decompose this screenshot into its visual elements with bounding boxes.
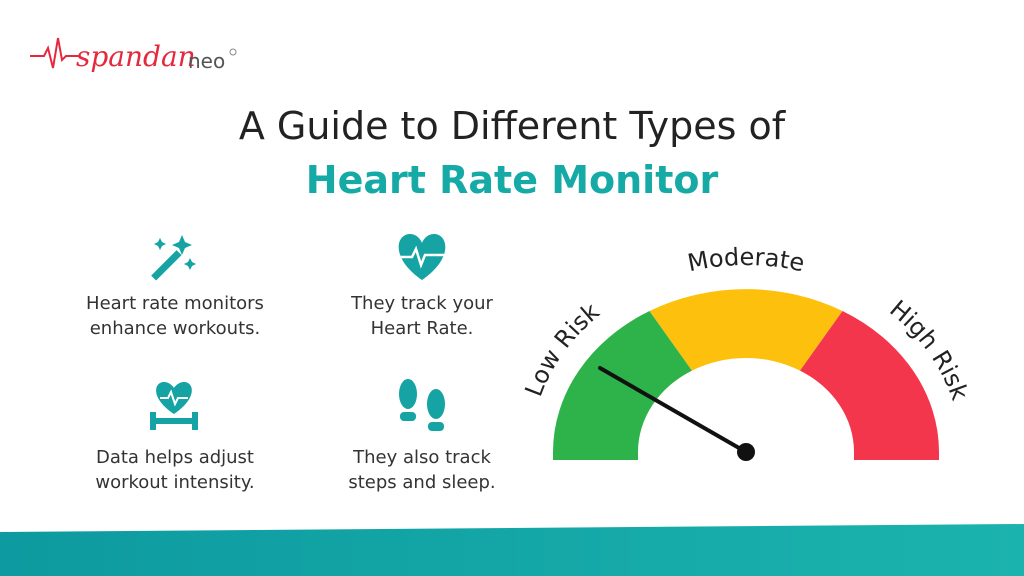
feature-text: They also track [352, 447, 491, 468]
feature-text: Data helps adjust [96, 447, 254, 468]
feature-text: steps and sleep. [348, 472, 495, 493]
gauge-moderate [649, 289, 843, 371]
icon-footsteps [399, 379, 445, 431]
logo-pulse [30, 37, 80, 69]
feature-text: enhance workouts. [90, 318, 261, 339]
icon-heart-dumbbell [150, 382, 198, 430]
logo-brand: spandan [76, 40, 196, 73]
bottom-band [0, 524, 1024, 576]
feature-text: They track your [350, 293, 493, 314]
logo-mark [229, 48, 237, 56]
title-line1: A Guide to Different Types of [239, 104, 787, 148]
feature-text: Heart Rate. [371, 318, 474, 339]
gauge-high [800, 311, 939, 460]
gauge-low [553, 311, 692, 460]
gauge-needle [598, 366, 748, 454]
logo-suffix: neo [188, 49, 225, 73]
feature-text: Heart rate monitors [86, 293, 264, 314]
gauge-hub [737, 443, 755, 461]
icon-wand [151, 235, 196, 281]
icon-heart [398, 234, 446, 280]
feature-text: workout intensity. [95, 472, 254, 493]
title-line2: Heart Rate Monitor [306, 158, 719, 202]
